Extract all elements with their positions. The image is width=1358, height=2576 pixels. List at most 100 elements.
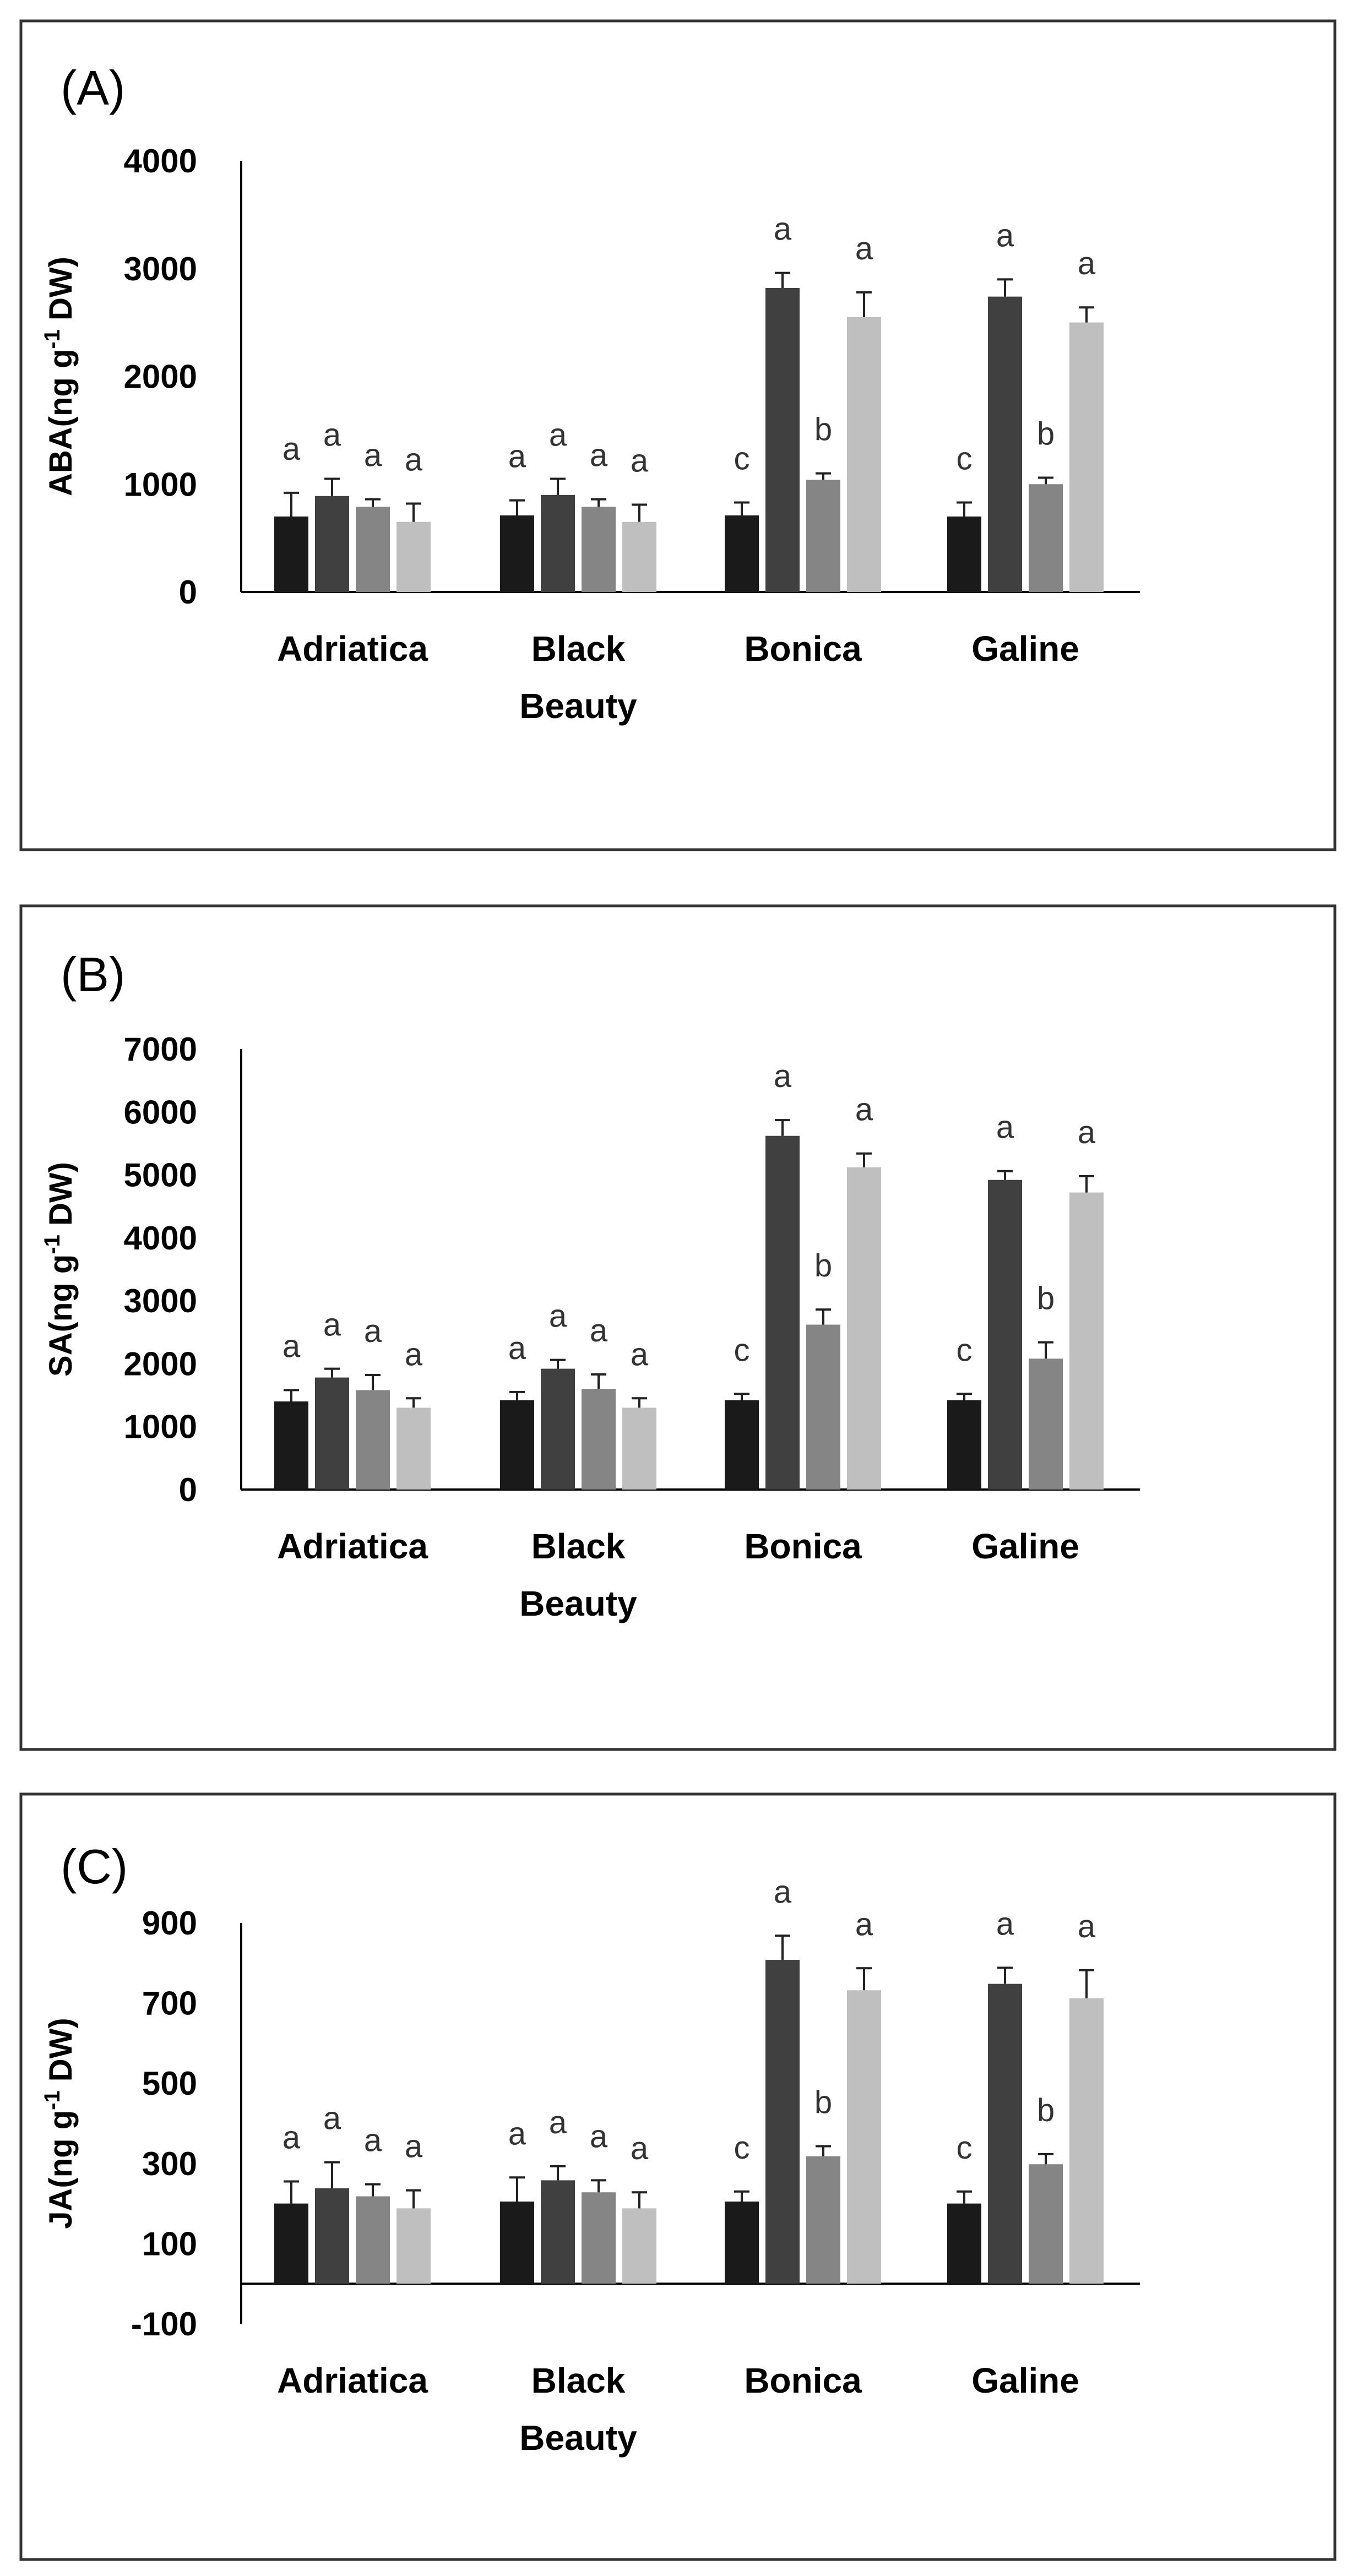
panel-a-significance-letter: a	[508, 439, 526, 475]
panel-b-error-bar	[550, 1358, 566, 1369]
panel-a-bar-c	[947, 516, 981, 592]
panel-b-error-bar	[957, 1393, 972, 1400]
panel-a-significance-letter: a	[855, 231, 873, 267]
panel-b-error-bar	[324, 1367, 340, 1378]
panel-c-error-bar	[775, 1934, 790, 1960]
panel-a-significance-letter: b	[1037, 416, 1055, 452]
panel-a-frame	[19, 19, 1337, 851]
panel-b-error-bar	[509, 1390, 525, 1400]
panel-a-bar-dplush	[1069, 322, 1104, 592]
panel-a-significance-letter: a	[364, 438, 382, 474]
panel-a-error-bar	[734, 501, 749, 516]
panel-b-bar-h	[1029, 1358, 1063, 1490]
panel-c-error-bar	[365, 2183, 381, 2197]
panel-a-ytick-label: 3000	[124, 251, 197, 287]
panel-a-significance-letter: a	[405, 442, 423, 477]
panel-a-bar-c	[274, 516, 308, 592]
panel-b-bar-d	[315, 1377, 349, 1490]
panel-c-significance-letter: a	[774, 1874, 792, 1910]
panel-b-category-label: Black Beauty	[519, 1526, 637, 1623]
panel-c-significance-letter: b	[814, 2084, 832, 2120]
panel-c-bar-d	[541, 2180, 575, 2284]
panel-a-bar-h	[356, 507, 390, 592]
panel-c-ytick-label: 500	[142, 2065, 197, 2102]
panel-c: (C) -100 100 300 500 700 900 JA(ng g-1 DW) Adria…	[19, 1792, 1337, 2561]
panel-b-bar-h	[582, 1389, 616, 1490]
panel-c-series-dplush: a aa a	[396, 1906, 1104, 2284]
panel-a-bar-dplush	[622, 521, 656, 592]
panel-a-error-bar	[550, 477, 566, 495]
panel-b-bar-dplush	[396, 1407, 431, 1490]
panel-b-frame	[19, 904, 1337, 1751]
panel-b-bar-c	[500, 1400, 534, 1490]
panel-b-significance-letter: a	[996, 1110, 1014, 1145]
panel-a-error-bar	[1079, 306, 1094, 323]
panel-c-bar-dplush	[622, 2208, 656, 2284]
panel-c-series-h: a ab b	[356, 2084, 1063, 2284]
panel-c-frame	[19, 1792, 1337, 2561]
panel-c-category-label: Bonica	[744, 2361, 862, 2400]
panel-b-error-bar	[632, 1397, 647, 1408]
panel-a-error-bar	[509, 499, 525, 516]
panel-a-significance-letter: a	[590, 438, 608, 474]
panel-b-ytick-label: 3000	[124, 1282, 197, 1319]
panel-c-y-axis-label: JA(ng g-1 DW)	[40, 2018, 79, 2229]
panel-c-bar-h	[582, 2192, 616, 2284]
panel-b-category-label: Bonica	[744, 1526, 862, 1566]
panel-c-category-label: Black Beauty	[519, 2361, 637, 2458]
panel-b-ytick-label: 1000	[124, 1409, 197, 1445]
panel-a-ytick-label: 1000	[124, 466, 197, 503]
panel-b-significance-letter: a	[590, 1313, 608, 1349]
panel-b-significance-letter: a	[631, 1336, 649, 1372]
panel-b-error-bar	[1079, 1175, 1094, 1193]
panel-c-error-bar	[734, 2190, 749, 2202]
panel-a-category-label: Black Beauty	[519, 629, 637, 726]
panel-b-error-bar	[1038, 1341, 1053, 1359]
panel-b-significance-letter: b	[814, 1248, 832, 1284]
panel-a-error-bar	[1038, 476, 1053, 485]
panel-c-bar-dplush	[396, 2208, 431, 2284]
panel-b-error-bar	[365, 1374, 381, 1390]
panel-b-significance-letter: a	[405, 1336, 423, 1372]
panel-a: (A) 0 1000 2000 3000 4000 ABA(ng g-1 DW) Adriat…	[19, 19, 1337, 851]
panel-c-bar-d	[988, 1983, 1022, 2284]
panel-c-bar-dplush	[847, 1990, 881, 2284]
panel-b-bar-h	[356, 1390, 390, 1490]
panel-a-bar-d	[315, 496, 349, 592]
panel-a-error-bar	[775, 271, 790, 288]
panel-b-label: (B)	[61, 947, 125, 1002]
panel-b-ytick-label: 6000	[124, 1094, 197, 1131]
panel-b-ytick-label: 5000	[124, 1157, 197, 1194]
panel-c-error-bar	[997, 1966, 1013, 1984]
panel-b-significance-letter: b	[1037, 1281, 1055, 1317]
panel-a-significance-letter: a	[631, 443, 649, 479]
panel-c-error-bar	[856, 1967, 872, 1991]
panel-c-category-label: Adriatica	[277, 2361, 428, 2400]
panel-b-ytick-label: 7000	[124, 1031, 197, 1068]
panel-a-error-bar	[591, 498, 606, 507]
panel-b-y-axis-label: SA(ng g-1 DW)	[40, 1162, 79, 1377]
panel-b-bar-dplush	[1069, 1192, 1104, 1490]
panel-a-significance-letter: a	[996, 218, 1014, 253]
panel-c-bar-c	[500, 2201, 534, 2284]
panel-b-significance-letter: c	[734, 1332, 750, 1368]
panel-c-bar-c	[725, 2201, 759, 2284]
panel-b-bar-dplush	[847, 1167, 881, 1490]
panel-a-error-bar	[324, 477, 340, 496]
panel-c-ytick-label: 300	[142, 2145, 197, 2182]
panel-b-significance-letter: a	[855, 1092, 873, 1128]
panel-a-significance-letter: a	[1078, 246, 1096, 281]
panel-a-ytick-label: 0	[179, 574, 197, 611]
panel-a-significance-letter: a	[774, 211, 792, 247]
panel-c-series-d: a aaa	[315, 1874, 1022, 2284]
panel-a-bar-dplush	[847, 317, 881, 592]
panel-c-error-bar	[1038, 2153, 1053, 2165]
panel-b-bar-h	[806, 1324, 840, 1490]
panel-c-bar-c	[947, 2203, 981, 2284]
panel-a-error-bar	[365, 498, 381, 507]
panel-a-error-bar	[406, 502, 421, 522]
panel-b-error-bar	[591, 1373, 606, 1389]
panel-b-significance-letter: a	[283, 1328, 301, 1364]
